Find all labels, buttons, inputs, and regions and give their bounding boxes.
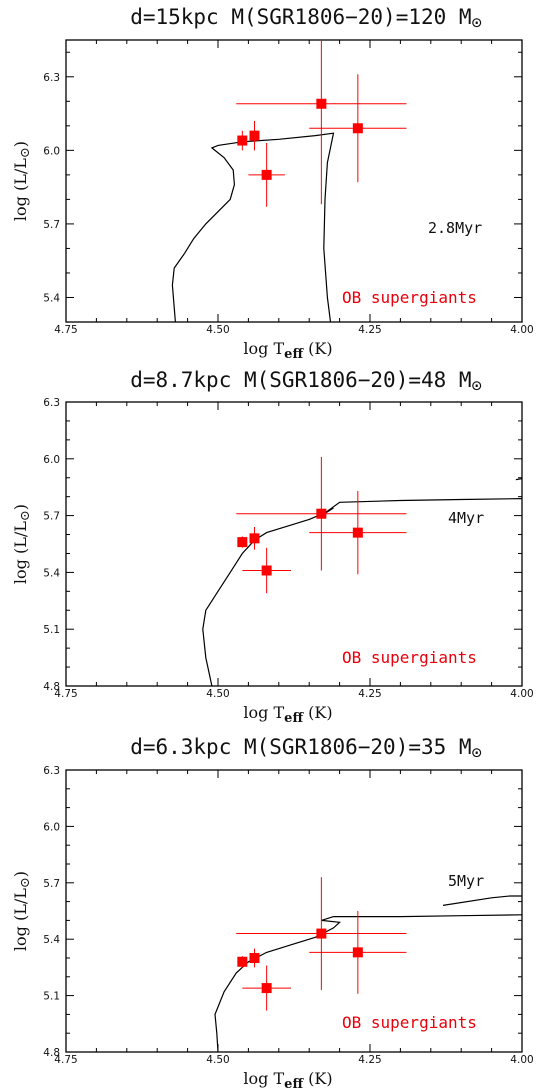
panel-1: d=15kpc M(SGR1806−20)=120 M⊙4.75 4.50 4.25… [11, 5, 534, 362]
y-axis-sun-symbol: ⊙ [18, 147, 33, 158]
y-axis-label: log (L/L⊙) [11, 871, 33, 951]
x-axis-label-text: log T [243, 339, 284, 358]
y-axis-sun-symbol: ⊙ [18, 877, 33, 888]
panel-title-text: d=8.7kpc M(SGR1806−20)=48 M [130, 368, 471, 392]
x-tick-label: 4.75 [54, 1054, 77, 1066]
y-axis-label-text: log (L/L [11, 521, 30, 584]
x-tick-label: 4.25 [358, 324, 381, 336]
y-tick-label: 6.0 [43, 821, 60, 833]
y-axis-label: log (L/L⊙) [11, 141, 33, 221]
data-point [261, 169, 272, 180]
plot-area [214, 877, 522, 1052]
y-tick-label: 5.4 [43, 934, 60, 946]
panel-3: d=6.3kpc M(SGR1806−20)=35 M⊙4.75 4.50 4.25… [11, 735, 534, 1090]
data-point [237, 537, 248, 548]
panel-2: d=8.7kpc M(SGR1806−20)=48 M⊙4.75 4.50 4.25… [11, 368, 534, 726]
age-annotation: 2.8Myr [428, 219, 482, 237]
data-point [316, 98, 327, 109]
plot-frame [65, 769, 523, 1053]
y-axis-label: log (L/L⊙) [11, 504, 33, 584]
panel-title: d=8.7kpc M(SGR1806−20)=48 M⊙ [130, 368, 482, 396]
sun-symbol: ⊙ [472, 376, 482, 396]
plot-frame [65, 401, 523, 687]
isochrone-line [214, 914, 522, 1052]
y-tick-label: 6.3 [43, 397, 60, 409]
y-tick-label: 4.8 [43, 1047, 60, 1059]
x-axis-label-text: log T [243, 703, 284, 722]
y-tick-label: 5.1 [43, 624, 60, 636]
x-tick-label: 4.75 [54, 324, 77, 336]
x-tick-label: 4.00 [510, 1054, 533, 1066]
data-point [352, 527, 363, 538]
y-tick-label: 5.7 [43, 219, 60, 231]
x-tick-label: 4.50 [206, 688, 229, 700]
age-annotation: 5Myr [448, 872, 484, 890]
x-axis-label-subscript: eff [284, 1077, 304, 1090]
isochrone-line-extra [442, 895, 522, 906]
y-tick-label: 6.3 [43, 765, 60, 777]
data-point [261, 983, 272, 994]
y-tick-label: 5.7 [43, 878, 60, 890]
ob-supergiants-label: OB supergiants [342, 288, 477, 307]
plot-area [202, 456, 522, 686]
y-tick-label: 4.8 [43, 681, 60, 693]
x-tick-label: 4.75 [54, 688, 77, 700]
y-tick-label: 5.4 [43, 292, 60, 304]
x-axis-label: log Teff (K) [243, 1069, 332, 1090]
age-annotation: 4Myr [448, 509, 484, 527]
isochrone-line [171, 132, 335, 322]
panel-title-text: d=15kpc M(SGR1806−20)=120 M [130, 5, 471, 29]
y-tick-label: 5.1 [43, 991, 60, 1003]
y-axis-label-close: ) [11, 141, 30, 147]
x-axis-label-unit: (K) [308, 339, 332, 358]
sun-symbol: ⊙ [472, 743, 482, 763]
data-point [237, 956, 248, 967]
x-axis-label-subscript: eff [284, 347, 304, 362]
panel-title: d=6.3kpc M(SGR1806−20)=35 M⊙ [130, 735, 482, 763]
y-tick-label: 5.4 [43, 567, 60, 579]
x-axis-label: log Teff (K) [243, 339, 332, 362]
data-point [249, 533, 260, 544]
x-axis-label-unit: (K) [308, 703, 332, 722]
ob-supergiants-label: OB supergiants [342, 648, 477, 667]
x-axis-label-subscript: eff [284, 711, 304, 726]
data-point [316, 928, 327, 939]
x-axis-label-text: log T [243, 1069, 284, 1088]
x-tick-label: 4.50 [206, 324, 229, 336]
sun-symbol: ⊙ [472, 13, 482, 33]
x-tick-label: 4.00 [510, 688, 533, 700]
y-axis-label-text: log (L/L [11, 888, 30, 951]
data-point [249, 130, 260, 141]
data-point [237, 135, 248, 146]
data-point [352, 123, 363, 134]
x-axis-label-unit: (K) [308, 1069, 332, 1088]
y-tick-label: 6.0 [43, 145, 60, 157]
x-tick-label: 4.25 [358, 1054, 381, 1066]
x-axis-label: log Teff (K) [243, 703, 332, 726]
data-point [352, 947, 363, 958]
panel-title-text: d=6.3kpc M(SGR1806−20)=35 M [130, 735, 471, 759]
y-tick-label: 6.0 [43, 454, 60, 466]
y-tick-label: 6.3 [43, 72, 60, 84]
isochrone-line-extra [515, 478, 522, 481]
y-axis-label-close: ) [11, 871, 30, 877]
plot-area [171, 40, 407, 322]
data-point [316, 508, 327, 519]
y-axis-label-text: log (L/L [11, 158, 30, 221]
plot-frame [65, 39, 523, 323]
y-axis-sun-symbol: ⊙ [18, 510, 33, 521]
y-tick-label: 5.7 [43, 511, 60, 523]
x-tick-label: 4.00 [510, 324, 533, 336]
y-axis-label-close: ) [11, 504, 30, 510]
isochrone-line [202, 498, 522, 686]
data-point [249, 953, 260, 963]
x-tick-label: 4.25 [358, 688, 381, 700]
x-tick-label: 4.50 [206, 1054, 229, 1066]
panel-title: d=15kpc M(SGR1806−20)=120 M⊙ [130, 5, 482, 33]
ob-supergiants-label: OB supergiants [342, 1013, 477, 1032]
data-point [261, 565, 272, 576]
